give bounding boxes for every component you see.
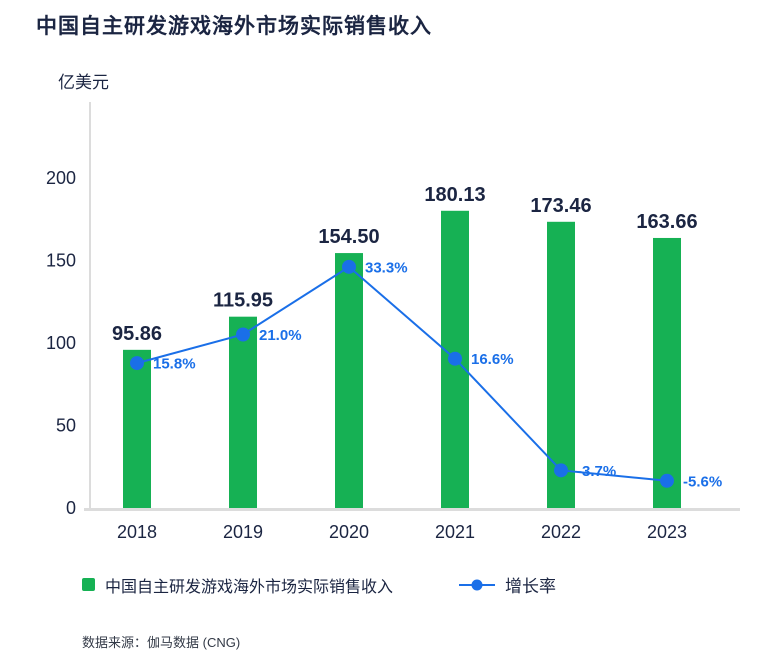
growth-rate-label: -3.7% xyxy=(577,463,616,480)
growth-rate-label: 15.8% xyxy=(153,356,196,373)
growth-point xyxy=(236,327,250,342)
x-axis-tick-label: 2018 xyxy=(117,522,157,542)
y-axis-tick-label: 200 xyxy=(46,168,76,188)
chart-title: 中国自主研发游戏海外市场实际销售收入 xyxy=(36,15,432,38)
bar-value-label: 180.13 xyxy=(424,184,485,206)
x-axis-tick-label: 2019 xyxy=(223,522,263,542)
y-axis-tick-label: 0 xyxy=(66,498,76,518)
bar-value-label: 163.66 xyxy=(636,211,697,233)
y-axis-tick-label: 150 xyxy=(46,251,76,271)
revenue-bar xyxy=(123,349,151,508)
chart-legend: 中国自主研发游戏海外市场实际销售收入 增长率 xyxy=(82,572,556,597)
legend-item-revenue: 中国自主研发游戏海外市场实际销售收入 xyxy=(82,573,393,597)
y-axis-unit-label: 亿美元 xyxy=(58,73,109,92)
legend-item-growth: 增长率 xyxy=(459,572,556,597)
legend-revenue-label: 中国自主研发游戏海外市场实际销售收入 xyxy=(105,578,394,596)
chart-plot-area: 0 50 100 150 200 95.86 2018 115.95 2019 154.50 202… xyxy=(46,102,740,542)
growth-line-marker-icon xyxy=(459,579,495,590)
legend-growth-label: 增长率 xyxy=(505,577,556,596)
bar-value-label: 173.46 xyxy=(530,195,591,217)
growth-line xyxy=(136,265,668,482)
growth-rate-label: 16.6% xyxy=(471,351,514,368)
revenue-bar-swatch-icon xyxy=(82,578,95,591)
growth-point xyxy=(554,463,568,478)
growth-rate-label: 21.0% xyxy=(259,327,302,344)
x-axis-tick-label: 2022 xyxy=(541,522,581,542)
growth-point xyxy=(660,473,674,488)
data-source-note: 数据来源：伽马数据 (CNG) xyxy=(82,635,241,650)
y-axis-tick-label: 100 xyxy=(46,333,76,353)
revenue-bar xyxy=(335,253,363,508)
revenue-bar xyxy=(229,316,257,508)
x-axis-tick-label: 2023 xyxy=(647,522,687,542)
x-axis-tick-label: 2020 xyxy=(329,522,369,542)
revenue-bar xyxy=(653,237,681,508)
growth-rate-label: 33.3% xyxy=(365,259,408,276)
growth-point xyxy=(130,356,144,371)
x-axis-tick-label: 2021 xyxy=(435,522,475,542)
growth-point xyxy=(342,259,356,274)
bar-value-label: 115.95 xyxy=(213,290,273,312)
bar-value-label: 95.86 xyxy=(112,323,162,345)
growth-rate-label: -5.6% xyxy=(683,473,722,490)
growth-point xyxy=(448,351,462,366)
bar-value-label: 154.50 xyxy=(318,226,379,248)
y-axis-tick-label: 50 xyxy=(56,416,76,436)
